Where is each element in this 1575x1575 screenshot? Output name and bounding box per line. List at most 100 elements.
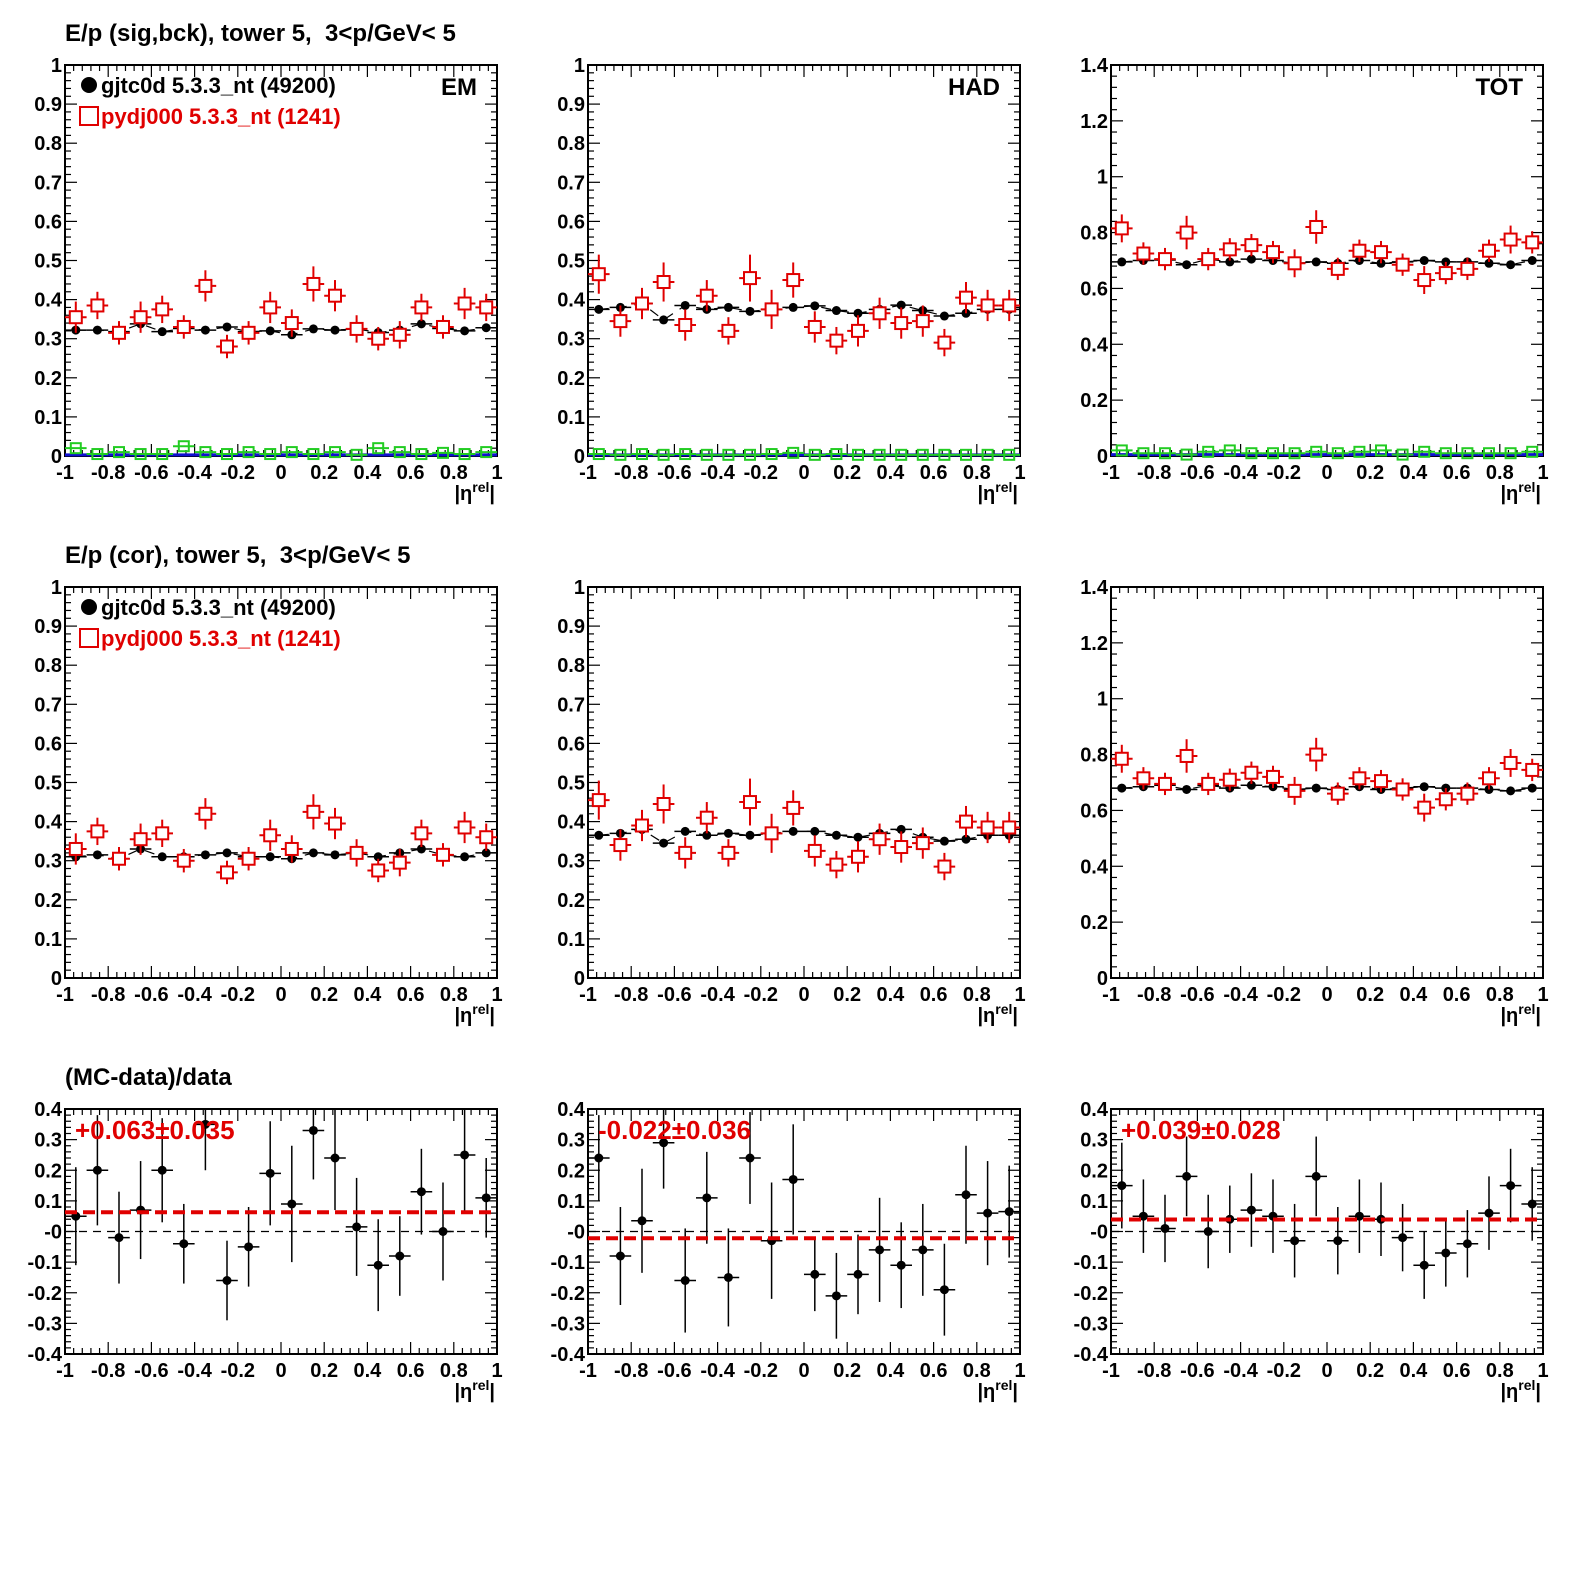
x-tick-label: -1 [579, 462, 597, 484]
x-tick-label: 0.4 [876, 984, 905, 1006]
data-point [659, 838, 669, 848]
y-tick-label: -0.2 [1074, 1283, 1108, 1305]
bck-mc-point [329, 446, 341, 459]
legend-mc-label: pydj000 5.3.3_nt (1241) [101, 626, 341, 651]
bck-mc-point [437, 446, 449, 459]
ratio-point [896, 1260, 906, 1270]
bck-mc-point [480, 446, 493, 459]
y-tick-label: 0.7 [557, 694, 585, 716]
x-tick-label: -0.8 [1137, 462, 1171, 484]
mc-point [699, 810, 714, 825]
mc-point [1438, 792, 1453, 807]
x-tick-label: 1 [491, 984, 502, 1006]
y-tick-label: 0.3 [34, 329, 62, 351]
y-tick-label: 0.8 [1080, 223, 1108, 245]
y-tick-label: 0.9 [557, 616, 585, 638]
ratio-point [1354, 1211, 1364, 1221]
data-trend-line [75, 323, 487, 336]
data-point [1311, 783, 1321, 793]
x-tick-label: 0 [1321, 984, 1332, 1006]
x-tick-label: 0.2 [310, 984, 338, 1006]
bck-mc-point [1267, 447, 1279, 460]
bck-mc-point [393, 446, 406, 459]
mc-point [1395, 782, 1410, 797]
mc-point [1179, 748, 1194, 763]
bck-mc-point [1396, 448, 1409, 461]
bck-mc-point [1526, 445, 1539, 458]
mc-point [198, 806, 213, 821]
mc-point [155, 302, 170, 317]
mc-point [479, 830, 494, 845]
y-tick-label: 0.4 [1080, 856, 1109, 878]
chart-panel-sig,bck-tot: 0 0.2 0.4 0.6 0.8 1 1.2 1.4 -1 -0.8 -0.6 -0.4 -0.2 0 0… [1080, 55, 1548, 505]
y-tick-label: -0.4 [1074, 1344, 1109, 1366]
mc-point [915, 836, 930, 851]
y-tick-label: 0.2 [557, 1160, 585, 1182]
x-tick-label: 1 [1014, 462, 1025, 484]
ratio-point [1290, 1236, 1300, 1246]
x-tick-label: -0.8 [91, 462, 125, 484]
chart-panel-ratio-had: -0.4 -0.3 -0.2 -0.1 -0 0.1 0.2 0.3 0.4 -1 -0.8 -0.6… [551, 1099, 1026, 1403]
x-tick-label: 0 [275, 462, 286, 484]
data-trend-line [598, 302, 1010, 321]
y-tick-label: 0.1 [34, 929, 62, 951]
plot-frame [587, 64, 1021, 457]
data-point [1419, 782, 1429, 792]
x-tick-label: 0.4 [1399, 462, 1428, 484]
bck-mc-point [1137, 447, 1150, 460]
legend-mc-marker [79, 628, 99, 648]
x-tick-label: -0.2 [744, 1360, 778, 1382]
data-point [330, 325, 340, 335]
data-trend-line [598, 828, 1010, 844]
x-tick-label: -0.6 [657, 1360, 691, 1382]
panel-tag: TOT [1475, 74, 1523, 101]
mc-point [176, 319, 191, 334]
x-tick-label: -0.6 [1180, 462, 1214, 484]
x-tick-label: -0.4 [1223, 462, 1258, 484]
ratio-point [1311, 1171, 1321, 1181]
x-tick-label: 0 [1321, 462, 1332, 484]
mc-point [872, 306, 887, 321]
x-tick-label: -1 [579, 1360, 597, 1382]
x-tick-label: -0.4 [1223, 984, 1258, 1006]
y-tick-label: 0.6 [34, 733, 62, 755]
mc-point [678, 845, 693, 860]
fit-label: -0.022±0.036 [598, 1115, 751, 1145]
mc-point [155, 826, 170, 841]
x-tick-label: 0.4 [876, 1360, 905, 1382]
x-tick-label: 0.6 [1443, 984, 1471, 1006]
legend-data-label: gjtc0d 5.3.3_nt (49200) [101, 73, 336, 98]
bck-mc-point [744, 448, 756, 461]
bck-mc-point [134, 448, 147, 461]
x-tick-label: 0.8 [1486, 984, 1514, 1006]
mc-point [656, 797, 671, 812]
x-tick-label: -0.6 [657, 984, 691, 1006]
mc-point [829, 333, 844, 348]
x-tick-label: 0.6 [920, 1360, 948, 1382]
fit-label: +0.039±0.028 [1121, 1115, 1281, 1145]
mc-point [1158, 776, 1172, 791]
bck-mc-point [156, 448, 169, 461]
bck-mc-point [372, 442, 385, 455]
bck-mc-point [177, 440, 190, 453]
data-point [723, 302, 733, 312]
mc-point [112, 851, 126, 866]
mc-point [1309, 219, 1324, 234]
row-title-ratio: (MC-data)/data [65, 1064, 232, 1091]
x-tick-label: 0.6 [920, 462, 948, 484]
mc-point [764, 302, 779, 317]
bck-mc-point [350, 448, 363, 461]
y-tick-label: -0 [567, 1222, 585, 1244]
mc-point [1136, 246, 1151, 261]
x-tick-label: -0.4 [177, 984, 212, 1006]
mc-point [1002, 298, 1017, 313]
bck-mc-point [1418, 445, 1431, 458]
x-tick-label: 0.8 [440, 984, 468, 1006]
x-tick-label: -0.8 [614, 462, 648, 484]
panel-tag: HAD [948, 74, 1000, 101]
y-tick-label: 0.1 [557, 929, 585, 951]
mc-point [764, 826, 779, 841]
mc-point [1395, 257, 1410, 272]
ratio-point [1527, 1199, 1537, 1209]
